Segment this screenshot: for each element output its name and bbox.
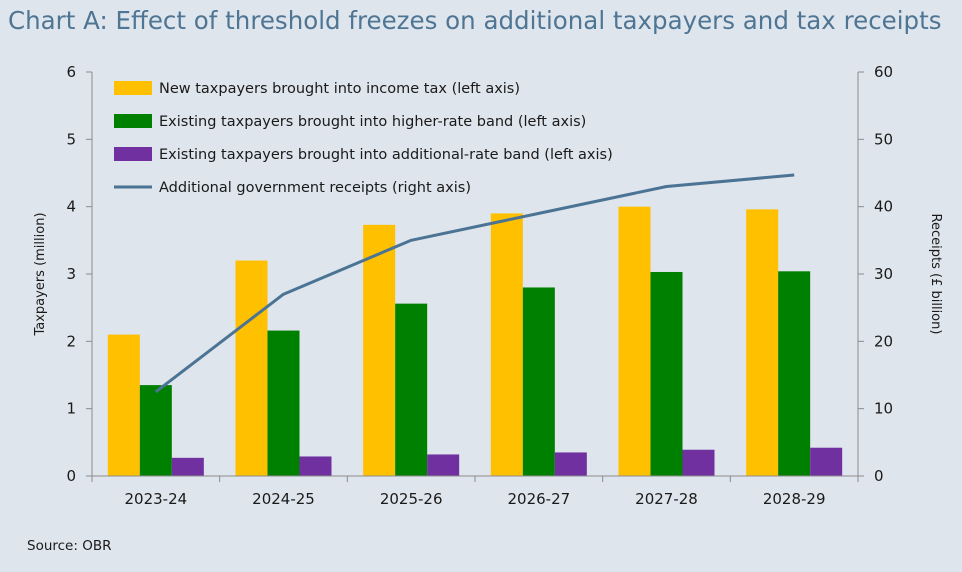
bar-1-2028-29 [778, 271, 811, 476]
legend-label-3: Additional government receipts (right ax… [159, 180, 471, 196]
bar-1-2025-26 [395, 303, 428, 476]
bar-1-2026-27 [522, 287, 555, 476]
left-tick-label: 0 [66, 467, 76, 485]
bar-1-2027-28 [650, 271, 683, 476]
left-tick-label: 2 [66, 332, 76, 350]
x-tick-label: 2026-27 [507, 490, 570, 508]
legend-label-0: New taxpayers brought into income tax (l… [159, 81, 520, 97]
right-tick-label: 60 [874, 63, 893, 81]
bar-1-2024-25 [267, 330, 300, 476]
right-tick-label: 20 [874, 332, 893, 350]
bar-0-2027-28 [618, 206, 651, 476]
receipts-line [154, 173, 795, 393]
legend-label-1: Existing taxpayers brought into higher-r… [159, 114, 586, 130]
bar-2-2024-25 [299, 456, 332, 476]
right-tick-label: 40 [874, 198, 893, 216]
legend-swatch-1 [114, 114, 152, 128]
bar-0-2024-25 [235, 260, 268, 476]
left-tick-label: 6 [66, 63, 76, 81]
bar-0-2028-29 [746, 209, 779, 477]
legend-label-2: Existing taxpayers brought into addition… [159, 147, 613, 163]
left-tick-label: 4 [66, 198, 76, 216]
bar-2-2028-29 [810, 447, 843, 476]
left-tick-label: 3 [66, 265, 76, 283]
x-tick-label: 2028-29 [763, 490, 826, 508]
right-tick-label: 30 [874, 265, 893, 283]
legend-swatch-0 [114, 81, 152, 95]
bar-0-2023-24 [107, 334, 140, 476]
bar-0-2026-27 [490, 213, 523, 476]
right-tick-label: 10 [874, 400, 893, 418]
chart-title: Chart A: Effect of threshold freezes on … [8, 6, 942, 35]
bar-0-2025-26 [363, 224, 396, 476]
x-tick-label: 2023-24 [124, 490, 187, 508]
bar-2-2027-28 [682, 449, 715, 476]
x-tick-label: 2024-25 [252, 490, 315, 508]
x-tick-label: 2027-28 [635, 490, 698, 508]
right-tick-label: 50 [874, 130, 893, 148]
right-tick-label: 0 [874, 467, 884, 485]
legend-swatch-2 [114, 147, 152, 161]
left-tick-label: 5 [66, 130, 76, 148]
bar-1-2023-24 [139, 385, 172, 476]
bar-2-2023-24 [171, 457, 204, 476]
x-tick-label: 2025-26 [380, 490, 443, 508]
left-tick-label: 1 [66, 400, 76, 418]
bar-2-2025-26 [427, 454, 460, 476]
right-axis-title: Receipts (£ billion) [928, 214, 943, 335]
bar-2-2026-27 [554, 452, 587, 476]
left-axis-title: Taxpayers (million) [33, 212, 48, 336]
source-note: Source: OBR [27, 538, 112, 554]
